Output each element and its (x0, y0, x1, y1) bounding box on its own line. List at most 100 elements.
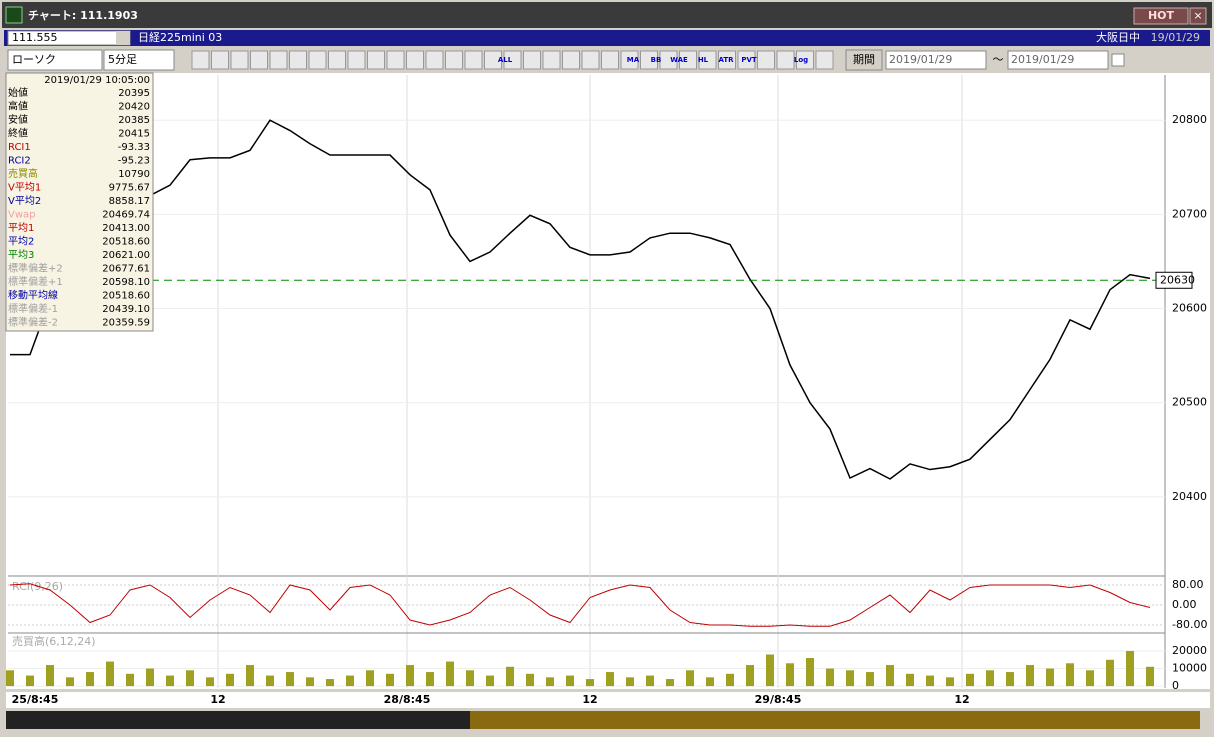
volume-bar (686, 670, 694, 687)
toolbar-button[interactable] (659, 50, 678, 70)
info-value: 20413.00 (102, 223, 150, 234)
toolbar-button[interactable] (367, 50, 385, 70)
toolbar-button[interactable] (250, 50, 268, 70)
checkbox[interactable] (1111, 53, 1125, 67)
info-value: 10790 (118, 169, 150, 180)
toolbar-button[interactable] (698, 50, 717, 70)
volume-bar (266, 675, 274, 687)
x-tick-label: 12 (954, 693, 969, 706)
toolbar-button[interactable] (464, 50, 483, 70)
toolbar-button[interactable] (328, 50, 346, 70)
toolbar-label: PVT (741, 56, 757, 64)
interval-select[interactable] (103, 49, 175, 71)
date-to: 2019/01/29 (1011, 53, 1074, 66)
volume-bar (786, 663, 794, 687)
info-label: RCI2 (8, 156, 31, 167)
hot-button[interactable] (1133, 7, 1189, 25)
close-icon: × (1193, 9, 1202, 22)
toolbar-button[interactable] (581, 50, 600, 70)
app-icon (5, 6, 23, 24)
volume-bar (66, 677, 74, 687)
info-label: 高値 (8, 100, 28, 113)
info-label: 移動平均線 (8, 289, 58, 302)
toolbar-button[interactable] (386, 50, 405, 70)
close-button[interactable] (1189, 7, 1207, 25)
info-label: 売買高 (8, 167, 38, 180)
date-to-input[interactable] (1007, 50, 1109, 70)
volume-bar (766, 654, 774, 687)
period-button[interactable] (845, 49, 883, 71)
toolbar-button[interactable] (815, 50, 834, 70)
toolbar-button[interactable] (230, 50, 249, 70)
toolbar-button[interactable] (640, 50, 658, 70)
info-value: 20420 (118, 102, 150, 113)
volume-bar (586, 679, 594, 687)
y-tick-label: 20800 (1172, 113, 1207, 126)
current-price-box (1155, 271, 1193, 289)
volume-bar (906, 673, 914, 687)
toolbar-button[interactable] (308, 50, 327, 70)
toolbar-button[interactable] (425, 50, 444, 70)
toolbar-button[interactable] (776, 50, 795, 70)
info-label: 標準偏差-1 (8, 302, 58, 315)
toolbar-button[interactable] (347, 50, 366, 70)
volume-bar (226, 673, 234, 687)
period-label: 期間 (853, 53, 875, 66)
toolbar-button[interactable] (620, 50, 639, 70)
toolbar-button[interactable] (757, 50, 775, 70)
scroll-thumb[interactable] (470, 711, 1200, 729)
date-from-input[interactable] (885, 50, 987, 70)
toolbar-button[interactable] (601, 50, 619, 70)
info-value: 8858.17 (109, 196, 150, 207)
info-value: -95.23 (118, 156, 150, 167)
symbol-dropdown[interactable] (116, 31, 130, 45)
x-tick-label: 29/8:45 (755, 693, 802, 706)
toolbar-label: Log (794, 56, 808, 64)
toolbar-button[interactable] (269, 50, 288, 70)
chart-area (6, 73, 1210, 689)
toolbar-button[interactable] (191, 50, 210, 70)
symbol-code: 111.555 (12, 31, 58, 44)
info-label: 標準偏差+2 (8, 262, 63, 275)
info-value: 20518.60 (102, 237, 150, 248)
volume-bar (506, 666, 514, 687)
toolbar-button[interactable] (562, 50, 580, 70)
volume-bar (626, 677, 634, 687)
info-label: 平均1 (8, 222, 34, 234)
title-bar (2, 2, 1212, 28)
volume-bar (306, 677, 314, 687)
info-label: 安値 (8, 113, 28, 126)
toolbar-button[interactable] (503, 50, 522, 70)
volume-bar (1126, 651, 1134, 687)
toolbar-button[interactable] (718, 50, 736, 70)
toolbar-button[interactable] (484, 50, 502, 70)
x-axis-area (6, 692, 1210, 708)
volume-bar (866, 672, 874, 687)
volume-bar (1106, 659, 1114, 687)
volume-bar (246, 665, 254, 687)
y-tick-label: 20500 (1172, 396, 1207, 409)
toolbar-button[interactable] (523, 50, 541, 70)
toolbar-button[interactable] (211, 50, 229, 70)
toolbar-button[interactable] (289, 50, 307, 70)
toolbar-label: HL (698, 56, 709, 64)
volume-bar (1146, 666, 1154, 687)
info-value: -93.33 (118, 142, 150, 153)
volume-bar (826, 668, 834, 687)
x-tick-label: 12 (210, 693, 225, 706)
date-sep: 〜 (993, 53, 1004, 66)
toolbar-button[interactable] (445, 50, 463, 70)
info-value: 20385 (118, 115, 150, 126)
info-value: 9775.67 (109, 183, 150, 194)
toolbar-button[interactable] (679, 50, 697, 70)
toolbar-button[interactable] (796, 50, 814, 70)
toolbar-button[interactable] (406, 50, 424, 70)
volume-bar (986, 670, 994, 687)
info-label: Vwap (8, 210, 36, 221)
volume-bar (806, 658, 814, 687)
volume-bar (646, 675, 654, 687)
chart-type-select[interactable] (7, 49, 103, 71)
toolbar-button[interactable] (542, 50, 561, 70)
toolbar-button[interactable] (737, 50, 756, 70)
interval: 5分足 (108, 53, 137, 66)
